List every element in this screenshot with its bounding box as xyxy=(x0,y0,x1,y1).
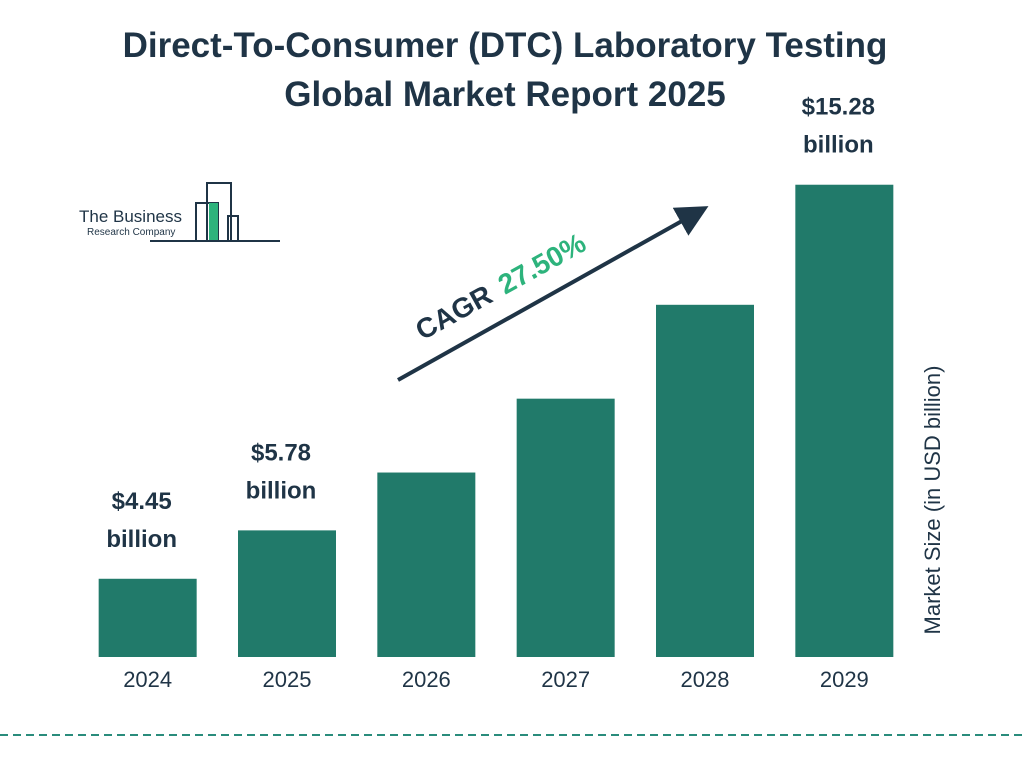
x-tick-label: 2028 xyxy=(681,667,730,692)
bar xyxy=(238,530,336,657)
value-label-line: $4.45 xyxy=(112,488,172,515)
y-axis-label: Market Size (in USD billion) xyxy=(920,366,945,635)
chart-title: Direct-To-Consumer (DTC) Laboratory Test… xyxy=(123,26,888,65)
cagr-value: 27.50% xyxy=(493,227,591,300)
x-tick-label: 2025 xyxy=(263,667,312,692)
chart-subtitle: Global Market Report 2025 xyxy=(284,75,726,114)
bar xyxy=(795,184,894,657)
cagr-label: CAGR xyxy=(410,279,497,346)
value-label: $4.45 billion xyxy=(106,488,177,553)
value-label-line: billion xyxy=(106,526,177,553)
x-tick-label: 2027 xyxy=(541,667,590,692)
bar xyxy=(656,304,754,657)
value-label-line: $5.78 xyxy=(251,439,311,466)
value-label-line: $15.28 xyxy=(802,94,875,121)
value-label: $15.28 billion xyxy=(802,94,875,159)
logo-text: The Business xyxy=(79,207,182,226)
value-label-line: billion xyxy=(803,132,874,159)
x-tick-label: 2029 xyxy=(820,667,869,692)
logo-shape xyxy=(209,203,218,240)
bar xyxy=(516,398,615,657)
value-label-line: billion xyxy=(246,477,317,504)
logo: The Business Research Company xyxy=(79,182,280,242)
logo-shape xyxy=(227,215,239,242)
logo-text: Research Company xyxy=(87,227,175,238)
x-tick-label: 2024 xyxy=(123,667,172,692)
cagr-arrow xyxy=(397,206,709,382)
bar xyxy=(98,578,197,657)
bar xyxy=(377,472,476,657)
value-label: $5.78 billion xyxy=(246,439,317,504)
x-tick-label: 2026 xyxy=(402,667,451,692)
